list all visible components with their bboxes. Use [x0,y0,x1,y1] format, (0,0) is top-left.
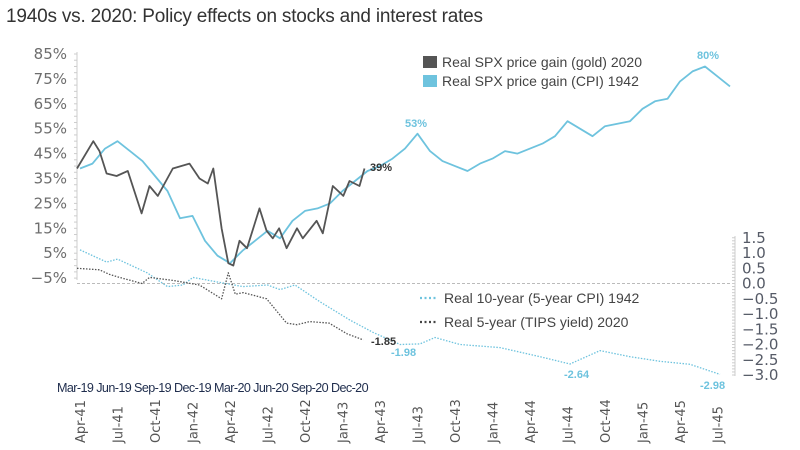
data-label: 39% [370,162,392,174]
right-axis-tick-label: 0.0 [742,275,766,293]
left-axis-tick-label: 85% [34,45,67,63]
data-label: -1.98 [391,347,416,359]
x-axis-tick-label-1940s: Jul-45 [712,406,727,444]
data-label: -1.85 [371,336,396,348]
x-axis-tick-label-1940s: Jan-45 [637,402,652,444]
right-axis-tick-label: 1.5 [742,229,766,247]
x-axis-tick-label-1940s: Jan-42 [187,402,202,444]
x-axis-tick-label-1940s: Jan-44 [487,402,502,444]
x-axis-tick-label-2020: Dec-19 [171,381,212,395]
x-axis-tick-label-2020: Mar-19 [57,381,94,395]
legend-label: Real 10-year (5-year CPI) 1942 [444,290,640,306]
x-axis-tick-label-1940s: Oct-43 [449,399,464,443]
x-axis-tick-label-1940s: Apr-45 [674,400,689,443]
x-axis-tick-label-1940s: Apr-43 [374,400,389,443]
right-axis-tick-label: 0.5 [742,259,766,277]
x-axis-tick-label-1940s: Oct-44 [599,399,614,443]
left-axis-tick-label: 45% [34,145,67,163]
legend-label: Real SPX price gain (CPI) 1942 [442,73,639,89]
left-axis-tick-label: 55% [34,120,67,138]
left-axis-tick-label: −5% [31,269,67,287]
x-axis-tick-label-2020: Mar-20 [211,381,251,395]
legend-swatch-gold-2020 [423,56,437,68]
right-axis-tick-label: −1.5 [742,320,778,338]
left-axis-tick-label: 35% [34,170,67,188]
series-line-real-5-year-tips-yield-2020 [76,267,364,341]
series-line-real-10-year-5-year-cpi-1942 [79,249,721,376]
right-axis-tick-label: −1.0 [742,305,778,323]
x-axis-tick-label-2020: Dec-20 [328,381,369,395]
x-axis-tick-label-2020: Sep-20 [288,381,329,395]
left-axis-tick-label: 65% [34,95,67,113]
right-axis-tick-label: −2.0 [742,336,778,354]
x-axis-tick-label-2020: Jun-19 [93,381,131,395]
data-label: 53% [405,118,427,130]
x-axis-2020-labels: Mar-19 Jun-19 Sep-19 Dec-19 Mar-20 Jun-2… [57,381,369,395]
chart-title: 1940s vs. 2020: Policy effects on stocks… [6,6,483,27]
left-axis-tick-label: 15% [34,219,67,237]
right-axis-tick-label: −3.0 [742,366,778,384]
x-axis-tick-label-1940s: Jul-41 [112,406,127,444]
legend-swatch-cpi-1942 [423,75,437,87]
right-axis-tick-label: 1.0 [742,244,766,262]
series-line-real-spx-price-gain-gold-2020 [76,140,366,267]
right-axis-tick-label: −0.5 [742,290,778,308]
x-axis-tick-label-1940s: Jan-43 [337,402,352,444]
left-axis-tick-label: 5% [43,244,67,262]
data-label: -2.64 [564,369,590,381]
x-axis-tick-label-1940s: Jul-42 [262,406,277,444]
data-label: 80% [697,50,719,62]
x-axis-tick-label-2020: Sep-19 [131,381,172,395]
data-label: -2.98 [700,380,725,392]
left-axis-tick-label: 75% [34,70,67,88]
x-axis-tick-label-1940s: Oct-42 [299,399,314,443]
legend-label: Real SPX price gain (gold) 2020 [442,54,642,70]
left-axis-tick-label: 25% [34,194,67,212]
series-line-real-spx-price-gain-cpi-1942 [79,65,731,265]
legend-label: Real 5-year (TIPS yield) 2020 [444,314,629,330]
x-axis-tick-label-1940s: Oct-41 [149,399,164,443]
right-axis-tick-label: −2.5 [742,351,778,369]
x-axis-tick-label-1940s: Apr-41 [74,400,89,443]
x-axis-tick-label-1940s: Jul-43 [412,406,427,444]
x-axis-tick-label-1940s: Jul-44 [562,406,577,444]
x-axis-tick-label-1940s: Apr-44 [524,400,539,443]
x-axis-tick-label-2020: Jun-20 [250,381,288,395]
x-axis-tick-label-1940s: Apr-42 [224,400,239,443]
